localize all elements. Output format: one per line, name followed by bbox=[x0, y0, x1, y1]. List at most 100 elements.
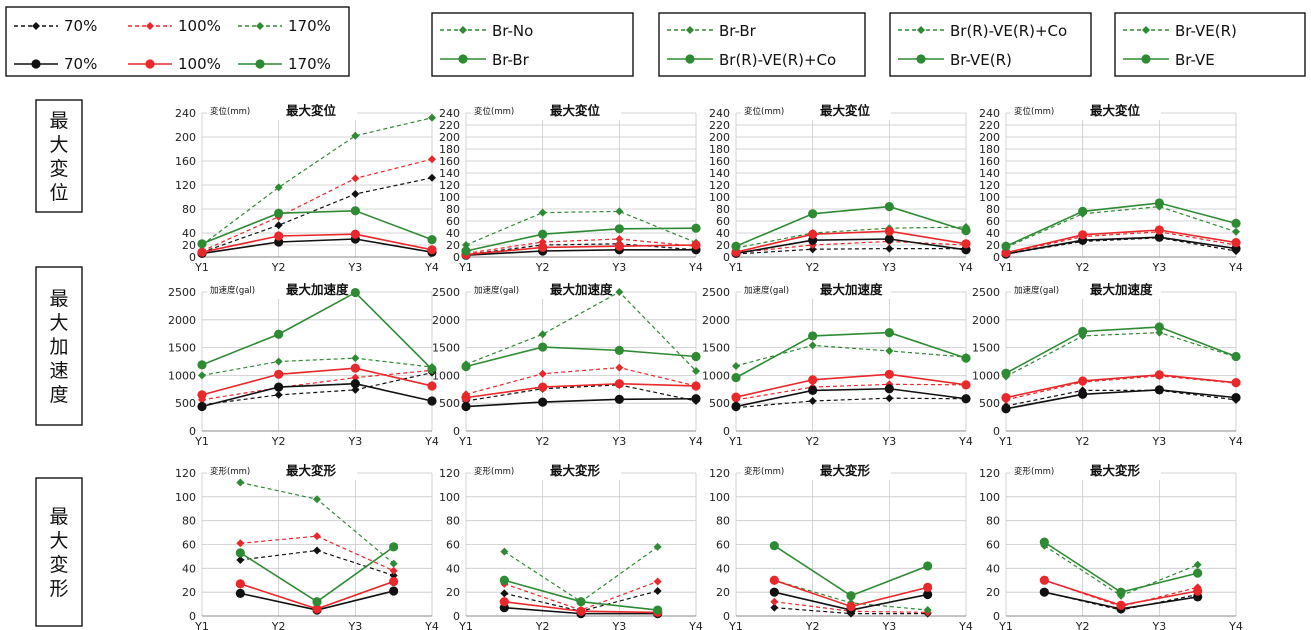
y-tick-label: 0 bbox=[723, 251, 730, 264]
y-tick-label: 60 bbox=[716, 539, 730, 552]
data-point bbox=[351, 131, 360, 140]
data-point bbox=[499, 597, 509, 607]
y-tick-label: 240 bbox=[709, 107, 730, 120]
data-point bbox=[846, 591, 856, 601]
y-unit-label: 変位(mm) bbox=[1014, 106, 1054, 117]
series-line bbox=[1005, 236, 1237, 255]
data-point bbox=[1154, 322, 1164, 332]
data-point bbox=[808, 385, 818, 396]
y-tick-label: 240 bbox=[439, 107, 460, 120]
series-line bbox=[465, 384, 697, 402]
x-tick-label: Y4 bbox=[958, 435, 973, 448]
y-tick-label: 160 bbox=[439, 155, 460, 168]
series-line bbox=[1005, 202, 1237, 247]
data-point bbox=[538, 342, 548, 352]
series-line bbox=[1043, 541, 1198, 594]
x-tick-label: Y1 bbox=[194, 620, 209, 630]
data-point bbox=[350, 287, 360, 298]
y-tick-label: 20 bbox=[716, 586, 730, 599]
x-tick-label: Y4 bbox=[1228, 435, 1243, 448]
y-tick-label: 60 bbox=[446, 539, 460, 552]
data-point bbox=[500, 547, 509, 556]
data-point bbox=[1154, 232, 1164, 242]
data-point bbox=[350, 363, 360, 373]
title-background bbox=[471, 104, 621, 120]
series-line bbox=[504, 580, 658, 611]
series-line bbox=[201, 372, 433, 406]
data-point bbox=[1154, 225, 1164, 235]
y-tick-label: 220 bbox=[709, 119, 730, 132]
x-tick-label: Y2 bbox=[1075, 620, 1090, 630]
legend-label: Br-VE(R) bbox=[950, 51, 1012, 69]
x-tick-label: Y4 bbox=[688, 261, 703, 274]
data-point bbox=[614, 241, 624, 251]
data-point bbox=[389, 576, 399, 587]
y-unit-label: 加速度(gal) bbox=[210, 285, 255, 296]
series-line bbox=[735, 230, 967, 253]
data-point bbox=[1039, 587, 1049, 597]
y-unit-label: 変位(mm) bbox=[744, 106, 784, 117]
chart-title: 最大加速度 bbox=[820, 282, 883, 297]
data-point bbox=[770, 597, 779, 606]
x-tick-label: Y3 bbox=[347, 261, 362, 274]
data-point bbox=[614, 224, 624, 234]
y-tick-label: 100 bbox=[439, 491, 460, 504]
legend-layer: 70% 100% 170% 70% 100% 170% Br-No Br-Br Br-Br Br(… bbox=[5, 6, 1306, 77]
data-point bbox=[961, 394, 971, 404]
y-tick-label: 40 bbox=[182, 562, 196, 575]
x-tick-label: Y2 bbox=[535, 261, 550, 274]
data-point bbox=[691, 394, 701, 404]
data-point bbox=[808, 331, 818, 341]
data-point bbox=[961, 239, 971, 249]
y-tick-label: 20 bbox=[446, 239, 460, 252]
legend-marker bbox=[917, 26, 925, 34]
y-tick-label: 1500 bbox=[432, 342, 460, 355]
data-point bbox=[1193, 560, 1202, 569]
legend-label: Br(R)-VE(R)+Co bbox=[950, 22, 1067, 40]
y-tick-label: 80 bbox=[716, 515, 730, 528]
data-point bbox=[389, 559, 398, 568]
data-point bbox=[653, 605, 663, 615]
data-point bbox=[427, 245, 437, 255]
data-point bbox=[961, 353, 971, 363]
legend-item: Br-VE(R) bbox=[1123, 22, 1237, 40]
legend-label: Br-No bbox=[492, 22, 533, 40]
y-tick-label: 200 bbox=[709, 131, 730, 144]
y-tick-label: 80 bbox=[446, 203, 460, 216]
series-line bbox=[735, 387, 967, 408]
data-point bbox=[1193, 586, 1203, 596]
series-line bbox=[465, 346, 697, 368]
x-tick-label: Y2 bbox=[805, 261, 820, 274]
x-tick-label: Y3 bbox=[611, 435, 626, 448]
data-point bbox=[732, 361, 740, 370]
x-tick-label: Y3 bbox=[347, 620, 362, 630]
title-background bbox=[1011, 283, 1161, 299]
data-point bbox=[313, 546, 321, 555]
y-tick-label: 2000 bbox=[702, 314, 730, 327]
x-tick-label: Y1 bbox=[458, 435, 473, 448]
chart-panel: 0 20 40 60 80 100 120 Y1 Y2 Y3 Y4 変形(mm) 最大変形 bbox=[979, 463, 1243, 630]
data-point bbox=[428, 173, 436, 182]
data-point bbox=[653, 542, 662, 551]
y-tick-label: 500 bbox=[709, 397, 730, 410]
y-unit-label: 変形(mm) bbox=[744, 466, 784, 477]
x-tick-label: Y4 bbox=[958, 261, 973, 274]
legend-item: Br-No bbox=[440, 22, 533, 40]
legend-label: 70% bbox=[64, 55, 97, 73]
data-point bbox=[731, 392, 741, 402]
chart-title: 最大変形 bbox=[1090, 463, 1141, 478]
data-point bbox=[615, 207, 624, 216]
y-tick-label: 1000 bbox=[972, 369, 1000, 382]
y-tick-label: 1500 bbox=[702, 342, 730, 355]
legend-marker bbox=[458, 54, 468, 64]
y-tick-label: 40 bbox=[986, 227, 1000, 240]
data-point bbox=[389, 566, 398, 575]
x-tick-label: Y2 bbox=[805, 620, 820, 630]
chart-title: 最大変位 bbox=[550, 103, 601, 118]
legend-label: 170% bbox=[288, 17, 331, 35]
x-tick-label: Y1 bbox=[998, 435, 1013, 448]
legend-label: Br(R)-VE(R)+Co bbox=[719, 51, 836, 69]
y-tick-label: 140 bbox=[709, 167, 730, 180]
x-tick-label: Y4 bbox=[688, 435, 703, 448]
